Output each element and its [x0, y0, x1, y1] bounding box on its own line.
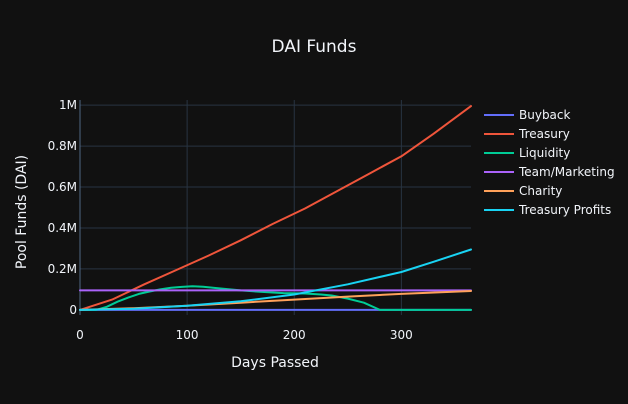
- legend-label: Charity: [519, 184, 562, 198]
- x-axis-title: Days Passed: [231, 355, 319, 371]
- y-tick-label: 1M: [59, 98, 77, 112]
- legend[interactable]: Buyback Treasury Liquidity Team/Marketing Ch…: [484, 108, 615, 217]
- chart-title: DAI Funds: [272, 37, 357, 57]
- y-tick-label: 0.8M: [48, 139, 77, 153]
- legend-item-buyback[interactable]: Buyback: [484, 108, 571, 122]
- series-lines: [79, 105, 472, 311]
- legend-item-team-marketing[interactable]: Team/Marketing: [484, 165, 615, 179]
- legend-item-charity[interactable]: Charity: [484, 184, 562, 198]
- y-tick-label: 0.4M: [48, 221, 77, 235]
- legend-item-treasury-profits[interactable]: Treasury Profits: [484, 203, 611, 217]
- x-tick-label: 0: [76, 328, 84, 342]
- y-tick-label: 0: [69, 303, 77, 317]
- legend-label: Treasury Profits: [518, 203, 611, 217]
- y-axis-ticks: 0 0.2M 0.4M 0.6M 0.8M 1M: [48, 98, 77, 317]
- series-line-treasury-profits[interactable]: [79, 248, 472, 311]
- x-axis-ticks: 0 100 200 300: [76, 328, 413, 342]
- legend-item-treasury[interactable]: Treasury: [484, 127, 570, 141]
- y-tick-label: 0.6M: [48, 180, 77, 194]
- legend-label: Team/Marketing: [518, 165, 615, 179]
- x-tick-label: 100: [176, 328, 199, 342]
- series-line-treasury[interactable]: [79, 105, 472, 311]
- y-axis-title: Pool Funds (DAI): [14, 155, 30, 269]
- legend-label: Treasury: [518, 127, 570, 141]
- legend-item-liquidity[interactable]: Liquidity: [484, 146, 570, 160]
- x-tick-label: 200: [283, 328, 306, 342]
- legend-label: Buyback: [519, 108, 571, 122]
- x-tick-label: 300: [390, 328, 413, 342]
- y-tick-label: 0.2M: [48, 262, 77, 276]
- series-line-liquidity[interactable]: [79, 285, 472, 311]
- legend-label: Liquidity: [519, 146, 570, 160]
